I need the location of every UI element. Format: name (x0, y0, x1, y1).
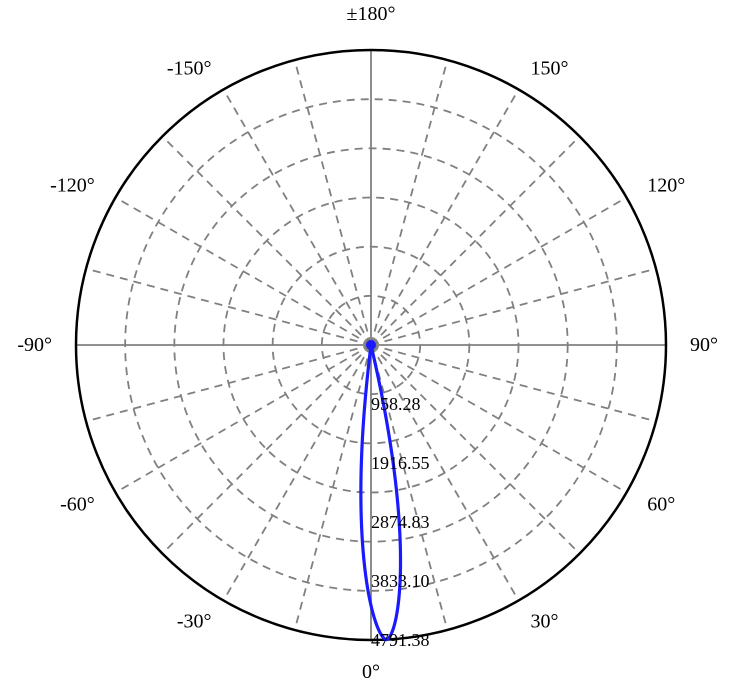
angle-label: -120° (50, 175, 95, 197)
radial-tick-label: 2874.83 (371, 512, 430, 532)
angle-label: -60° (60, 494, 95, 516)
angle-label: -90° (17, 334, 52, 356)
radial-tick-label: 3833.10 (371, 571, 430, 591)
radial-tick-label: 1916.55 (371, 453, 430, 473)
angle-label: 60° (647, 494, 675, 516)
polar-chart: 958.28 1916.55 2874.83 3833.10 4791.38 ±180° -… (0, 0, 743, 687)
angle-label: -150° (167, 58, 212, 80)
angle-label: 30° (531, 610, 559, 632)
angle-label: 90° (690, 334, 718, 356)
series-center-dot (366, 340, 376, 350)
radial-tick-label: 958.28 (371, 394, 421, 414)
radial-tick-label: 4791.38 (371, 630, 430, 650)
angle-label: ±180° (347, 3, 396, 25)
angle-label: 150° (531, 58, 569, 80)
angle-label: 0° (362, 661, 380, 683)
angle-label: -30° (177, 610, 212, 632)
angle-label: 120° (647, 175, 685, 197)
